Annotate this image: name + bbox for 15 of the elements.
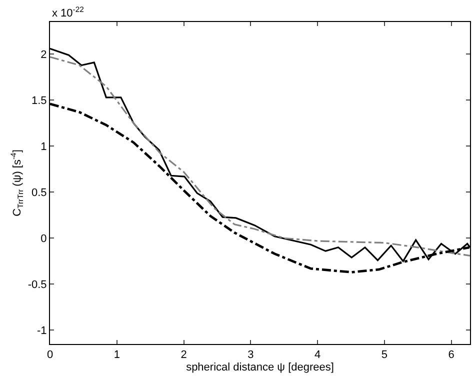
x-tick-label: 1: [114, 349, 120, 362]
y-tick-label: 1.5: [32, 95, 47, 108]
y-tick-label: 1: [40, 141, 47, 154]
x-axis-title: spherical distance ψ [degrees]: [186, 361, 334, 374]
x-tick-label: 5: [381, 349, 388, 362]
x-tick-label: 6: [448, 349, 454, 362]
y-tick-label: -0.5: [28, 279, 47, 292]
y-tick-label: -1: [37, 325, 47, 338]
x-tick-label: 2: [180, 349, 187, 362]
text: x 10$^{-22}$: [52, 5, 84, 20]
x-tick-label: 4: [314, 349, 321, 362]
x-tick-label: 3: [248, 349, 254, 362]
y-tick-label: 2: [40, 49, 47, 62]
y-tick-label: 0: [40, 233, 47, 246]
y-tick-label: 0.5: [32, 187, 47, 200]
